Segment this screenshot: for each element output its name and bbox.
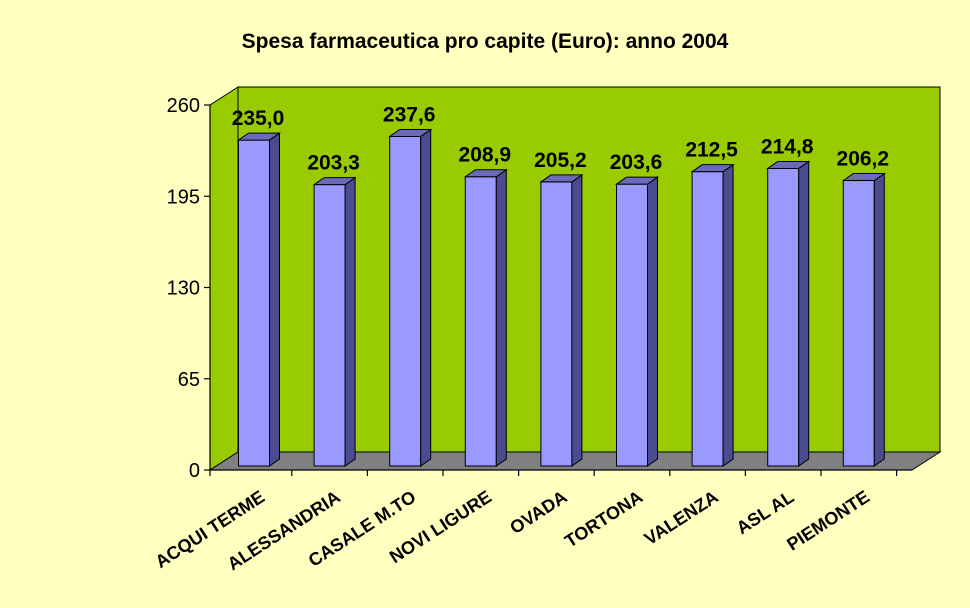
bar-side — [798, 160, 810, 467]
bar — [312, 176, 357, 467]
bar-front — [842, 180, 875, 467]
bar-side — [420, 128, 432, 467]
bar-top — [463, 169, 508, 178]
bar-front — [389, 135, 422, 467]
bar-side — [495, 168, 507, 467]
y-tick-label: 65 — [178, 369, 200, 391]
bar-front — [464, 176, 497, 467]
bar-top — [312, 177, 357, 186]
bar — [539, 173, 584, 467]
x-tick-label: VALENZA — [641, 487, 722, 549]
bar — [841, 172, 886, 467]
bar — [614, 176, 660, 467]
x-tick-label: PIEMONTE — [783, 487, 873, 555]
y-tick-label: 0 — [189, 460, 200, 482]
bar — [463, 168, 508, 467]
bar-value-label: 212,5 — [685, 139, 738, 162]
bar-value-label: 235,0 — [232, 107, 285, 130]
bar-top — [388, 128, 433, 137]
bar-front — [767, 167, 800, 467]
bar — [766, 160, 811, 467]
bar-top — [614, 176, 660, 185]
y-axis: 0 65 130 195 260 — [167, 95, 912, 482]
x-tick-label: TORTONA — [561, 487, 646, 552]
bar — [690, 163, 735, 467]
y-tick-label: 130 — [167, 278, 200, 300]
bar-value-label: 237,6 — [383, 103, 436, 126]
bar-side — [344, 176, 356, 467]
bar-side — [873, 172, 885, 467]
bars: 235,0 203,3 237,6 208,9 205,2 203,6 212,5 214,8… — [232, 103, 890, 467]
y-tick-label: 260 — [167, 95, 200, 117]
x-tick-label: ASL AL — [733, 487, 798, 539]
chart-title: Spesa farmaceutica pro capite (Euro): an… — [242, 30, 729, 53]
bar-front — [616, 183, 648, 467]
bar-value-label: 203,6 — [610, 151, 663, 174]
bar-side — [722, 163, 734, 467]
bar-front — [313, 184, 346, 467]
bar-value-label: 203,3 — [307, 152, 360, 175]
bar-top — [766, 160, 811, 169]
bar-top — [539, 174, 584, 183]
bar-front — [238, 139, 270, 467]
x-tick-label: OVADA — [506, 487, 570, 538]
bar-front — [691, 171, 724, 467]
bar-front — [540, 181, 573, 467]
bar — [388, 128, 433, 467]
bar — [236, 132, 282, 467]
bar-value-label: 214,8 — [761, 135, 814, 158]
bar-side — [647, 176, 658, 467]
bar-value-label: 206,2 — [837, 148, 890, 171]
bar-value-label: 205,2 — [534, 149, 587, 172]
bar-value-label: 208,9 — [459, 144, 512, 167]
bar-top — [841, 173, 886, 182]
bar-side — [269, 132, 280, 467]
bar-top — [236, 132, 282, 141]
bar-side — [571, 173, 583, 467]
plot-side-wall — [209, 86, 239, 471]
y-tick-label: 195 — [167, 186, 200, 208]
bar-top — [690, 164, 735, 173]
